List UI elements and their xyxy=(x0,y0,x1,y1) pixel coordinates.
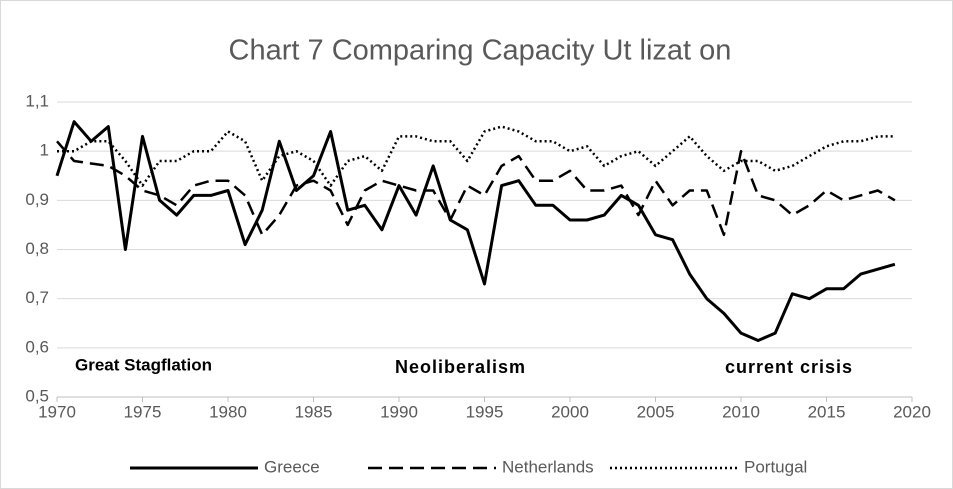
y-tick-label: 0,9 xyxy=(25,190,49,209)
x-tick-label: 2015 xyxy=(808,402,846,421)
x-tick-label: 1975 xyxy=(124,402,162,421)
y-tick-label: 0,8 xyxy=(25,239,49,258)
x-tick-label: 2005 xyxy=(637,402,675,421)
annotation: current crisis xyxy=(725,357,853,377)
chart-title: Chart 7 Comparing Capacity Ut lizat on xyxy=(229,35,732,67)
x-tick-label: 1980 xyxy=(209,402,247,421)
x-tick-label: 1995 xyxy=(466,402,504,421)
x-tick-label: 2020 xyxy=(893,402,931,421)
legend-label: Greece xyxy=(264,457,320,476)
x-tick-label: 2010 xyxy=(722,402,760,421)
annotation: Neoliberalism xyxy=(395,357,526,377)
annotation: Great Stagflation xyxy=(75,355,212,374)
series-line xyxy=(55,120,896,342)
legend-label: Netherlands xyxy=(502,457,594,476)
legend-label: Portugal xyxy=(744,457,807,476)
y-tick-label: 0,5 xyxy=(25,386,49,405)
series-line xyxy=(56,140,896,237)
x-tick-label: 1970 xyxy=(38,402,76,421)
x-tick-label: 1990 xyxy=(380,402,418,421)
y-tick-label: 0,7 xyxy=(25,288,49,307)
x-tick-label: 1985 xyxy=(295,402,333,421)
x-tick-label: 2000 xyxy=(551,402,589,421)
y-tick-label: 0,6 xyxy=(25,337,49,356)
y-tick-label: 1,1 xyxy=(25,91,49,110)
y-tick-label: 1 xyxy=(40,141,49,160)
